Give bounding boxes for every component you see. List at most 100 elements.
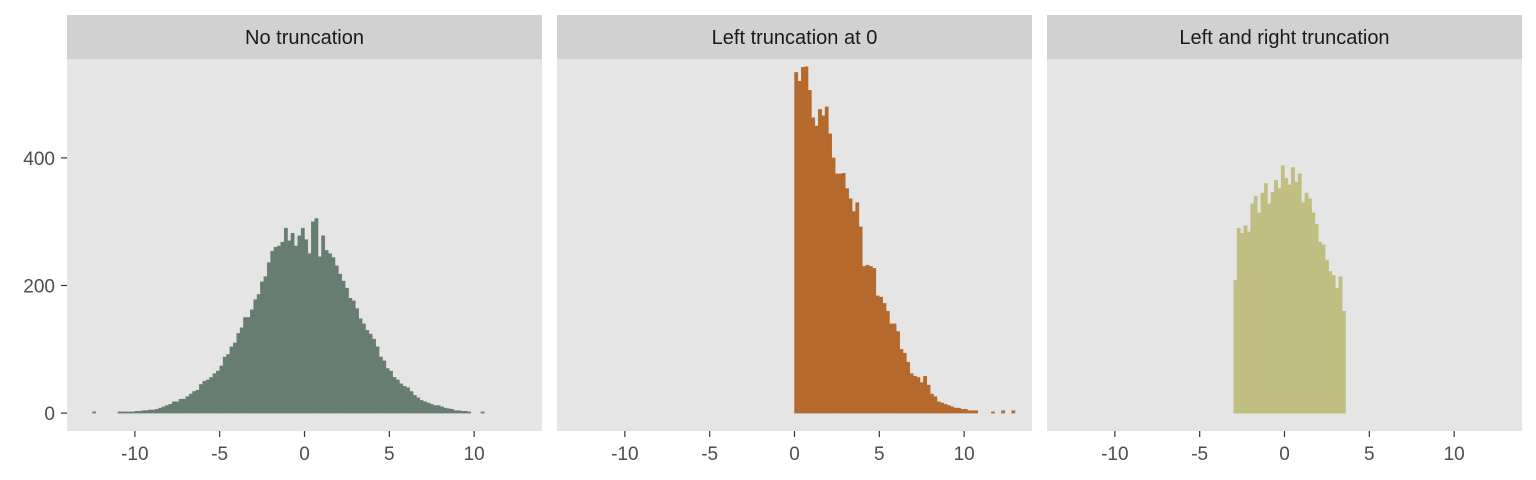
histogram-bar: [1277, 188, 1282, 414]
histogram-bar: [1274, 180, 1278, 414]
histogram-bar: [807, 90, 812, 414]
histogram-bar: [317, 256, 322, 414]
histogram-bar: [865, 264, 870, 414]
x-axis-tick-label: 0: [789, 444, 800, 465]
histogram-bar: [304, 239, 309, 414]
histogram-bar: [1335, 287, 1339, 414]
x-axis-tick-label: 10: [464, 444, 485, 465]
histogram-bar: [311, 221, 315, 414]
histogram-bar: [307, 253, 312, 414]
histogram-bar: [858, 226, 863, 414]
histogram-bar: [294, 245, 298, 414]
histogram-bar: [794, 72, 799, 414]
histogram-bar: [835, 173, 839, 414]
histogram-bar: [433, 405, 438, 414]
histogram-bar: [219, 365, 224, 414]
histogram-bar: [1001, 410, 1006, 414]
histogram-bar: [974, 410, 978, 414]
histogram-bar: [171, 401, 176, 414]
histogram-bar: [1341, 310, 1346, 414]
histogram-bar: [855, 202, 860, 414]
x-axis-tick-label: -10: [1101, 444, 1128, 465]
histogram-bar: [365, 329, 370, 414]
histogram-bar: [933, 396, 938, 414]
histogram-bar: [148, 409, 153, 414]
histogram-bar: [851, 211, 856, 414]
y-axis-tick-label: 200: [23, 277, 55, 298]
histogram-bar: [399, 383, 404, 414]
histogram-bar: [953, 407, 958, 414]
x-axis-tick-label: -5: [1191, 444, 1208, 465]
histogram-bar: [831, 157, 836, 414]
histogram-bar: [824, 106, 829, 414]
histogram-bar: [1304, 192, 1309, 414]
histogram-bar: [1294, 181, 1299, 414]
histogram-bar: [923, 375, 928, 414]
histogram-bar: [440, 406, 444, 414]
histogram-bar: [378, 356, 383, 414]
histogram-bar: [450, 409, 454, 414]
histogram-bar: [1011, 410, 1016, 414]
histogram-bar: [280, 241, 285, 414]
histogram-bar: [456, 410, 461, 414]
histogram-bar: [426, 402, 431, 414]
histogram-bar: [290, 232, 295, 414]
histogram-bar: [406, 387, 410, 414]
histogram-bar: [161, 406, 166, 414]
histogram-bar: [1250, 203, 1255, 414]
histogram-bar: [182, 398, 186, 414]
histogram-bar: [480, 411, 485, 414]
histogram-bar: [1243, 225, 1248, 414]
histogram-bar: [121, 411, 125, 414]
histogram-bar: [229, 346, 234, 414]
histogram-bar: [175, 401, 180, 414]
histogram-bar: [328, 253, 332, 414]
x-axis-tick-label: -10: [611, 444, 638, 465]
histogram-bar: [868, 266, 873, 414]
histogram-bar: [1321, 244, 1326, 414]
histogram-bar: [250, 309, 254, 414]
histogram-bar: [216, 370, 220, 414]
histogram-bar: [409, 391, 414, 414]
histogram-bar: [127, 411, 132, 414]
histogram-bar: [828, 133, 833, 414]
histogram-bar: [1331, 275, 1336, 414]
histogram-bar: [372, 338, 376, 414]
histogram-bar: [188, 393, 193, 414]
histogram-bar: [845, 188, 849, 414]
x-axis-tick-label: -5: [211, 444, 228, 465]
histogram-bar: [246, 317, 251, 414]
histogram-bar: [202, 381, 207, 414]
histogram-bar: [375, 346, 380, 414]
histogram-bar: [1253, 195, 1258, 414]
histogram-bar: [960, 409, 965, 414]
histogram-bar: [460, 411, 465, 414]
histogram-bar: [256, 294, 261, 414]
histogram-bar: [957, 407, 961, 414]
histogram-bar: [848, 198, 853, 414]
histogram-bar: [797, 81, 802, 414]
x-axis-tick-label: 5: [874, 444, 885, 465]
x-axis-tick-label: 5: [1364, 444, 1375, 465]
x-axis-tick-label: 10: [1444, 444, 1465, 465]
histogram-bar: [222, 356, 227, 414]
histogram-bar: [1280, 165, 1285, 414]
histogram-bar: [1308, 198, 1312, 414]
histogram-bar: [838, 173, 843, 414]
histogram-bar: [124, 411, 129, 414]
histogram-bar: [348, 298, 353, 414]
histogram-bar: [970, 410, 975, 414]
histogram-bar: [963, 409, 968, 414]
histogram-bar: [814, 125, 819, 414]
histogram-bar: [1246, 231, 1251, 414]
histogram-bar: [991, 411, 995, 414]
histogram-bar: [940, 402, 944, 414]
histogram-bar: [341, 280, 346, 414]
histogram-bar: [358, 318, 363, 414]
histogram-bar: [338, 273, 343, 414]
x-axis-tick-label: 10: [954, 444, 975, 465]
histogram-bar: [446, 408, 451, 414]
histogram-bar: [233, 342, 237, 414]
histogram-bar: [195, 389, 200, 414]
